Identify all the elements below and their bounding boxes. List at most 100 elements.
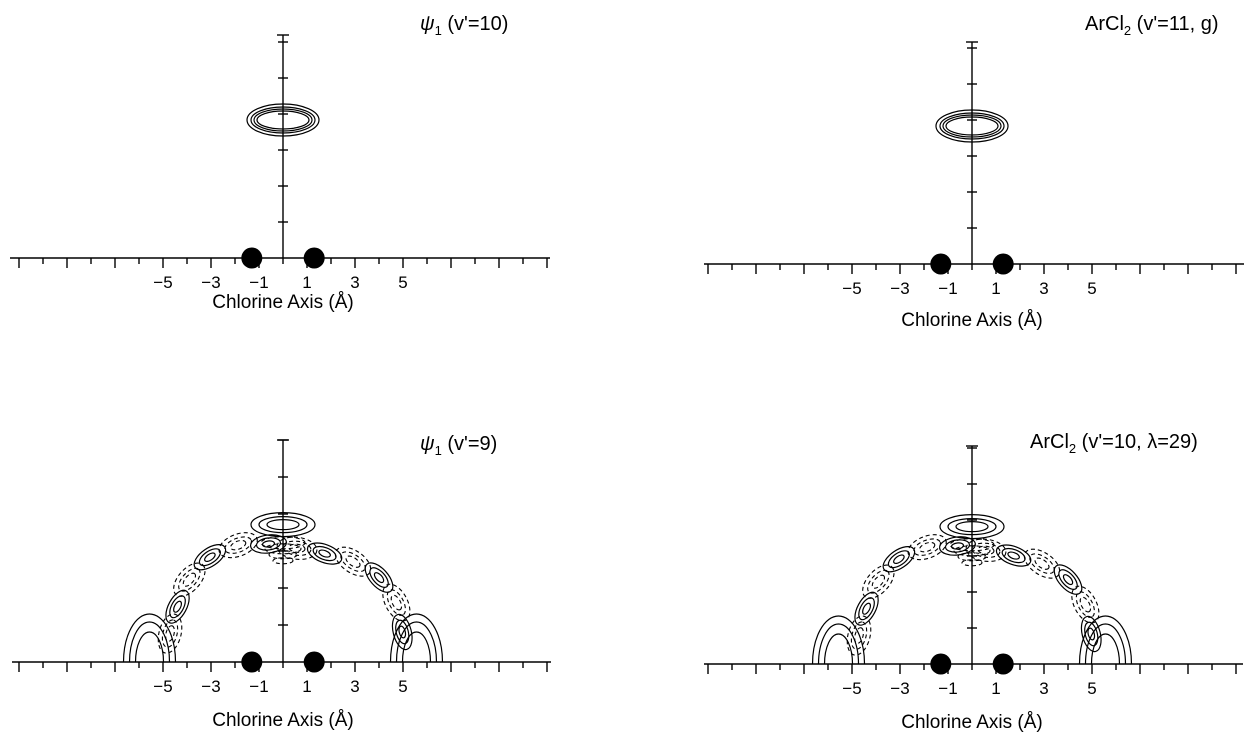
x-tick-label: −5 (842, 279, 861, 298)
chlorine-atom (930, 253, 952, 275)
contour-line (198, 548, 221, 567)
x-tick-label: −3 (890, 279, 909, 298)
axes: −5 −3 −1 1 3 5 (704, 445, 1243, 698)
contour-line (157, 613, 183, 654)
contour-line (893, 554, 905, 565)
axes: −5 −3 −1 1 3 5 (12, 439, 551, 696)
panel-title: ψ1 (v'=9) (420, 433, 497, 458)
x-axis-label: Chlorine Axis (Å) (901, 310, 1043, 331)
contour-line (913, 538, 942, 556)
x-tick-label: 1 (991, 679, 1000, 698)
contour-line (364, 562, 394, 593)
contour-line (165, 625, 175, 642)
chlorine-atom (303, 651, 325, 673)
contour-line (398, 625, 407, 639)
chlorine-atom (241, 247, 263, 269)
contour-line (846, 615, 872, 656)
contour-line (178, 567, 201, 592)
x-axis-label: Chlorine Axis (Å) (212, 292, 354, 313)
contour-line (306, 542, 343, 565)
contour-line (1062, 574, 1074, 586)
contour-line (318, 549, 331, 558)
contour-line (918, 541, 936, 553)
contour-line (390, 594, 403, 611)
contour-line (1034, 557, 1050, 570)
contour-line (817, 623, 860, 665)
contour-line (389, 613, 444, 663)
contour-line (1087, 627, 1096, 641)
contour-line (1080, 615, 1102, 653)
x-tick-label: 3 (1039, 279, 1048, 298)
contour-line (823, 633, 854, 665)
contour-line (971, 542, 1001, 558)
contour-line (977, 545, 995, 555)
contour-line (128, 621, 171, 663)
contour-line (165, 589, 190, 624)
contour-line (173, 600, 183, 613)
contour-line (218, 532, 258, 559)
contour-line (391, 613, 413, 651)
contour-line (193, 544, 227, 571)
contour-line (229, 539, 247, 551)
x-tick-label: 3 (350, 677, 359, 696)
contour-line (345, 555, 361, 568)
x-tick-label: −3 (890, 679, 909, 698)
panel-title: ArCl2 (v'=11, g) (1085, 13, 1219, 38)
x-tick-label: 5 (398, 677, 407, 696)
x-tick-label: −1 (938, 279, 957, 298)
contour-line (1075, 591, 1095, 618)
panel-bottom-right: ArCl2 (v'=10, λ=29) −5 −3 −1 1 3 5 Chlorine A… (704, 431, 1243, 733)
x-axis-label: Chlorine Axis (Å) (901, 712, 1043, 733)
contour-line (224, 536, 253, 554)
x-tick-label: 5 (1087, 279, 1096, 298)
chlorine-atom (992, 653, 1014, 675)
panel-title: ψ1 (v'=10) (420, 13, 508, 38)
contour-line (811, 615, 866, 665)
x-tick-label: 3 (1039, 679, 1048, 698)
contour-line (204, 552, 216, 563)
x-tick-label: 3 (350, 273, 359, 292)
panel-top-right: ArCl2 (v'=11, g) −5 −3 −1 1 3 5 Chlorine Axis… (704, 13, 1244, 331)
contour-line (907, 534, 947, 561)
axes: −5 −3 −1 1 3 5 (10, 34, 550, 292)
x-tick-label: −5 (842, 679, 861, 698)
x-tick-label: 5 (1087, 679, 1096, 698)
contour-line (1071, 585, 1100, 624)
contour-line (887, 550, 910, 569)
contour-line (312, 545, 337, 562)
chlorine-atom (303, 247, 325, 269)
contour-line (1090, 633, 1121, 665)
contour-line (944, 539, 971, 553)
contour-line (276, 536, 318, 560)
x-tick-label: −1 (249, 677, 268, 696)
contour-line (395, 621, 438, 663)
contour-line (1007, 551, 1020, 560)
contour-line (182, 572, 197, 587)
contour-line (858, 597, 875, 621)
x-tick-label: 1 (991, 279, 1000, 298)
contour-line (334, 546, 372, 577)
x-tick-label: −1 (938, 679, 957, 698)
contour-line (871, 574, 886, 589)
contour-line (261, 540, 276, 548)
contour-line (867, 569, 890, 594)
chlorine-atom (930, 653, 952, 675)
contour-line (995, 544, 1032, 567)
contour-line (882, 546, 916, 573)
contour-line (386, 589, 406, 616)
contour-line (854, 627, 864, 644)
contour-line (288, 543, 306, 553)
axes: −5 −3 −1 1 3 5 (704, 41, 1244, 298)
panel-title: ArCl2 (v'=10, λ=29) (1030, 431, 1198, 456)
contour-line (1084, 623, 1127, 665)
contour-line (382, 583, 411, 622)
contour-line (169, 595, 186, 619)
contour-line (1079, 596, 1092, 613)
contour-line (401, 631, 432, 663)
contour-line (134, 631, 165, 663)
x-tick-label: −5 (153, 677, 172, 696)
contour-line (862, 602, 872, 615)
contour-line (340, 551, 366, 573)
x-tick-label: 1 (302, 273, 311, 292)
